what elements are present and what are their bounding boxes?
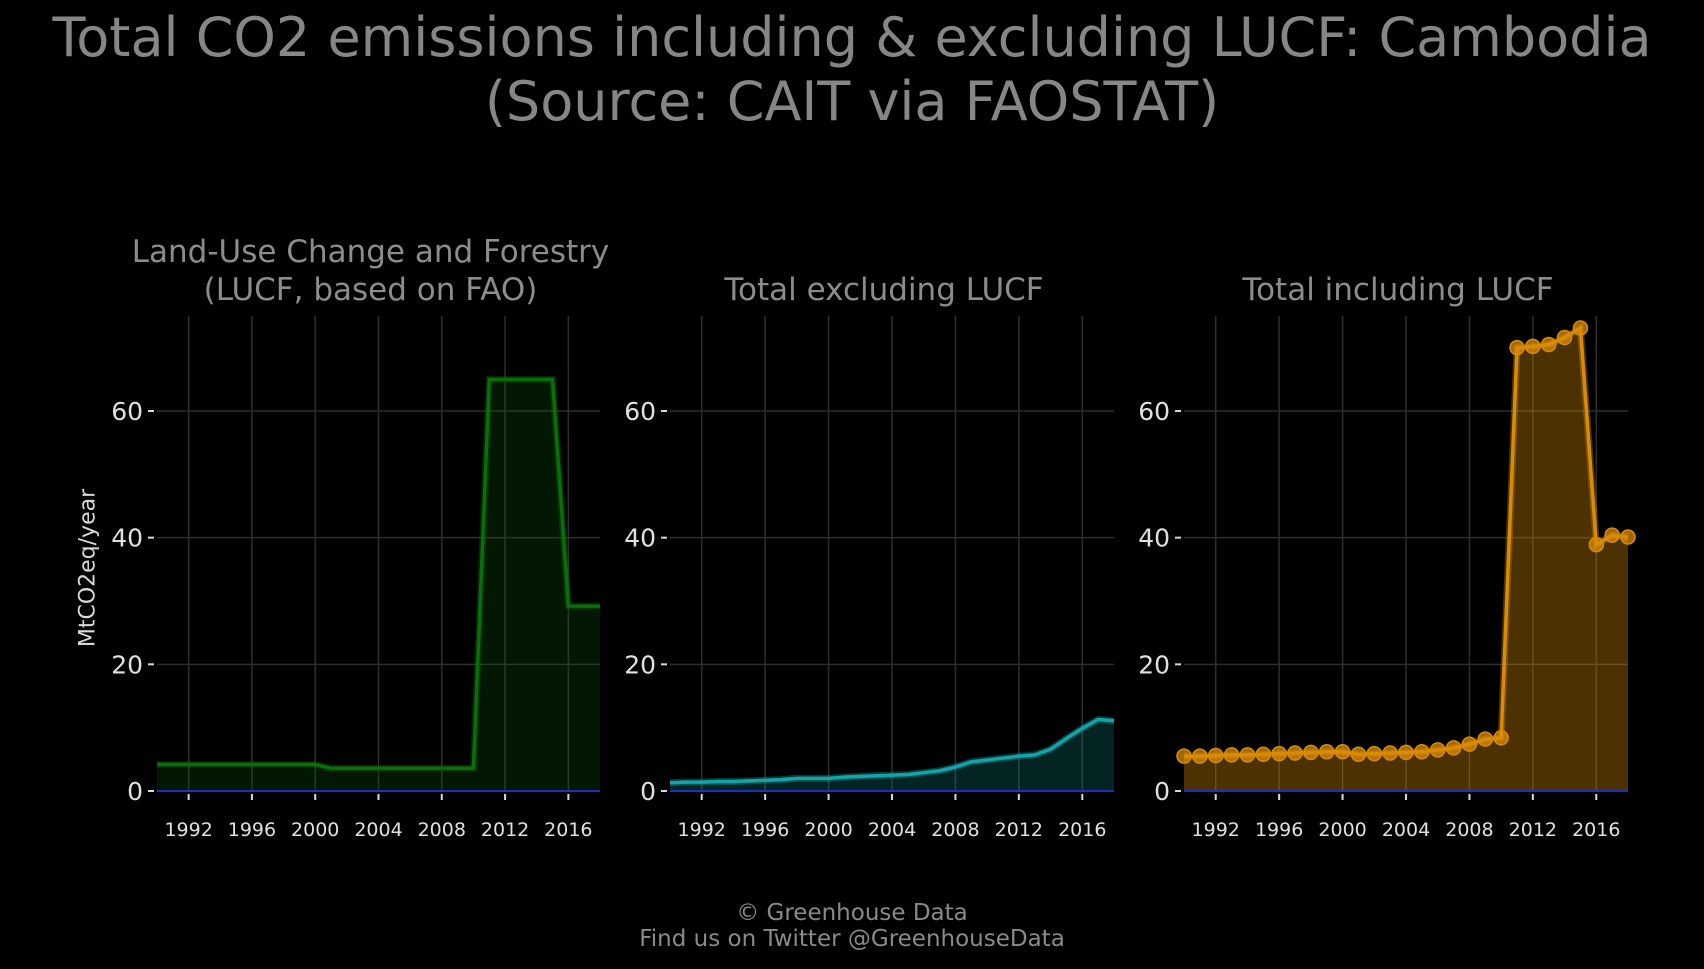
x-tick-label: 1992 — [1192, 819, 1240, 841]
x-tick-label: 2004 — [868, 819, 916, 841]
y-tick-label: 0 — [640, 777, 656, 806]
y-tick-label: 20 — [624, 650, 656, 679]
x-tick-label: 2004 — [1382, 819, 1430, 841]
x-tick-label: 1996 — [228, 819, 276, 841]
series-area — [670, 719, 1114, 791]
data-point — [1318, 743, 1335, 760]
data-point — [1572, 320, 1589, 336]
series-area — [1184, 328, 1628, 791]
y-tick-label: 60 — [1138, 397, 1170, 426]
x-tick-label: 2008 — [1445, 819, 1493, 841]
data-point — [1477, 731, 1494, 747]
chart-panel-3: Total including LUCF 0 20 40 60 1992 1996 2000 2… — [1138, 272, 1636, 841]
data-point — [1556, 329, 1573, 346]
x-tick-label: 2016 — [1058, 819, 1106, 841]
series-line — [669, 717, 1115, 785]
y-tick-label: 60 — [624, 397, 656, 426]
x-tick-label: 1992 — [164, 819, 212, 841]
data-point — [1493, 730, 1509, 746]
footer-twitter: Find us on Twitter @GreenhouseData — [639, 926, 1065, 952]
y-tick-label: 40 — [624, 524, 656, 553]
y-tick-label: 60 — [111, 397, 143, 426]
x-tick-label: 1992 — [678, 819, 726, 841]
data-point — [1382, 745, 1398, 761]
x-tick-label: 2016 — [1572, 819, 1620, 841]
y-tick-label: 40 — [1138, 524, 1170, 553]
data-point — [1192, 748, 1208, 764]
x-tick-label: 2000 — [291, 819, 339, 841]
y-tick-label: 20 — [1138, 650, 1170, 679]
x-tick-label: 2016 — [544, 819, 592, 841]
data-point — [1255, 746, 1272, 763]
y-axis-label: MtCO2eq/year — [75, 488, 101, 648]
data-point — [1620, 529, 1636, 545]
x-tick-label: 2008 — [931, 819, 979, 841]
data-point — [1398, 744, 1414, 761]
data-point — [1334, 743, 1351, 760]
y-tick-label: 0 — [1154, 777, 1170, 806]
data-point — [1414, 743, 1430, 760]
x-tick-label: 2012 — [995, 819, 1043, 841]
data-point — [1429, 742, 1446, 758]
x-tick-label: 2012 — [1509, 819, 1557, 841]
x-tick-label: 2000 — [1318, 819, 1366, 841]
data-point — [1509, 339, 1525, 356]
x-tick-label: 2012 — [481, 819, 529, 841]
data-point — [1445, 740, 1462, 756]
data-point — [1239, 747, 1256, 763]
data-point — [1350, 746, 1367, 763]
x-tick-label: 2008 — [418, 819, 466, 841]
series-line — [157, 377, 600, 770]
series-area — [157, 379, 600, 791]
chart-title-line2: (Source: CAIT via FAOSTAT) — [484, 70, 1220, 133]
data-point — [1287, 745, 1303, 761]
data-point — [1176, 748, 1192, 764]
chart-title-line1: Total CO2 emissions including & excludin… — [52, 6, 1652, 69]
data-point — [1271, 745, 1287, 762]
panel-title: (LUCF, based on FAO) — [204, 272, 538, 308]
x-tick-label: 1996 — [1255, 819, 1303, 841]
data-point — [1461, 736, 1478, 752]
x-tick-label: 1996 — [741, 819, 789, 841]
data-point — [1223, 747, 1240, 763]
x-tick-label: 2000 — [804, 819, 852, 841]
panel-title: Land-Use Change and Forestry — [132, 234, 610, 270]
chart-panel-1: Land-Use Change and Forestry(LUCF, based… — [111, 234, 609, 841]
data-point — [1588, 536, 1605, 553]
data-point — [1303, 744, 1319, 761]
data-point — [1366, 745, 1383, 762]
panel-title: Total excluding LUCF — [723, 272, 1043, 308]
panel-title: Total including LUCF — [1241, 272, 1553, 308]
y-tick-label: 0 — [127, 777, 143, 806]
data-point — [1540, 336, 1557, 353]
y-tick-label: 40 — [111, 524, 143, 553]
chart-title: Total CO2 emissions including & excludin… — [0, 6, 1704, 134]
chart-panel-2: Total excluding LUCF 0 20 40 60 1992 1996 2000 2… — [624, 272, 1115, 841]
x-tick-label: 2004 — [354, 819, 402, 841]
y-tick-label: 20 — [111, 650, 143, 679]
footer-copyright: © Greenhouse Data — [736, 900, 968, 926]
footer: © Greenhouse Data Find us on Twitter @Gr… — [0, 900, 1704, 952]
data-point — [1604, 527, 1620, 543]
data-point — [1525, 338, 1541, 355]
data-point — [1207, 747, 1224, 764]
